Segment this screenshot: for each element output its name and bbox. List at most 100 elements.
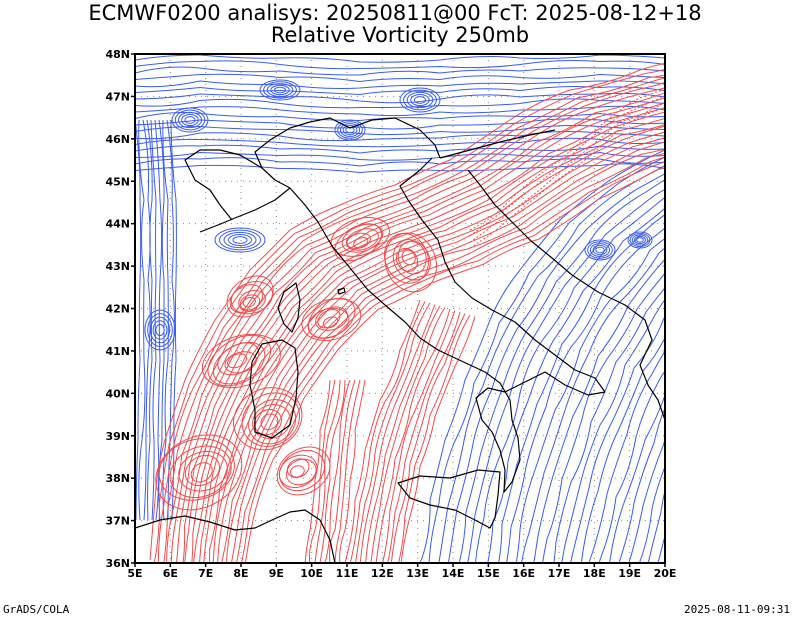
blue-west-contour [166, 119, 175, 521]
red-cell-contour [315, 306, 349, 331]
red-jet-contour [149, 62, 665, 561]
footer-timestamp: 2025-08-11-09:31 [684, 603, 790, 616]
red-dashed-contour [469, 89, 665, 231]
lon-label-14E: 14E [442, 567, 465, 580]
lon-label-19E: 19E [618, 567, 641, 580]
blue-west-contour [146, 119, 153, 521]
red-streak-contour [354, 302, 431, 563]
negative-vorticity-contours [135, 54, 665, 563]
blue-southeast-contour [497, 214, 665, 563]
red-cell-contour [286, 458, 310, 478]
lon-label-17E: 17E [548, 567, 571, 580]
red-streak-contour [365, 305, 441, 563]
lat-label-42N: 42N [105, 303, 130, 316]
red-cell-contour [260, 413, 279, 431]
blue-cell-contour [219, 229, 261, 251]
red-cell-contour [285, 458, 317, 486]
lon-label-8E: 8E [233, 567, 248, 580]
red-streak-contour [370, 307, 446, 563]
blue-north-contour [135, 86, 665, 96]
blue-west-contour [154, 119, 163, 521]
blue-cell-contour [147, 313, 173, 347]
red-cell-contour [226, 275, 274, 318]
lon-label-6E: 6E [163, 567, 178, 580]
red-cell-contour [401, 249, 416, 266]
lat-label-38N: 38N [105, 472, 130, 485]
positive-vorticity-contours [149, 62, 665, 563]
blue-cell-contour [144, 309, 176, 351]
red-jet-contour [236, 156, 665, 563]
lat-label-44N: 44N [105, 218, 130, 231]
blue-cell-contour [259, 79, 301, 101]
red-cell-contour [158, 438, 235, 501]
blue-cell-contour [633, 235, 647, 245]
lon-label-18E: 18E [583, 567, 606, 580]
red-cell-contour [155, 434, 243, 511]
blue-cell-contour [337, 121, 363, 139]
blue-cell-contour [592, 244, 608, 256]
blue-cell-contour [584, 239, 616, 261]
red-jet-contour [216, 137, 665, 563]
blue-southeast-contour [438, 164, 665, 563]
lon-label-11E: 11E [336, 567, 359, 580]
blue-north-contour [135, 54, 665, 63]
blue-cell-contour [177, 111, 203, 129]
blue-cell-contour [413, 96, 427, 104]
red-streak-contour [400, 316, 476, 563]
lat-label-36N: 36N [105, 557, 130, 570]
blue-cell-contour [339, 123, 361, 137]
red-cell-contour [345, 228, 379, 251]
blue-cell-contour [334, 119, 366, 141]
red-cell-contour [276, 446, 331, 496]
elba-island [337, 287, 346, 295]
red-streak-contour [304, 379, 331, 563]
lat-label-40N: 40N [105, 387, 130, 400]
red-cell-contour [317, 309, 341, 329]
blue-cell-contour [629, 232, 651, 248]
blue-cell-contour [270, 84, 290, 96]
blue-southeast-contour [638, 465, 665, 563]
red-cell-contour [184, 454, 220, 487]
red-cell-contour [224, 351, 257, 374]
red-streak-contour [398, 314, 471, 563]
red-jet-contour [170, 87, 665, 563]
red-cell-contour [230, 281, 274, 315]
blue-cell-contour [223, 231, 257, 249]
red-jet-contour [163, 77, 665, 563]
axis-ticks [131, 53, 666, 567]
lat-label-45N: 45N [105, 175, 130, 188]
blue-southeast-contour [474, 196, 665, 563]
blue-west-contour [142, 119, 151, 521]
longitude-labels: 5E 6E 7E 8E 9E 10E 11E 12E 13E 14E 15E 16E 17E 18E 19E… [127, 567, 676, 580]
red-streak-contour [349, 301, 426, 563]
blue-southeast-contour [541, 272, 665, 563]
red-cell-contour [353, 237, 369, 249]
red-cell-contour [290, 465, 305, 478]
red-jet-contour [221, 141, 665, 563]
lon-label-12E: 12E [371, 567, 394, 580]
blue-north-contour [135, 125, 665, 136]
blue-cell-contour [232, 236, 248, 244]
red-cell-contour [227, 353, 248, 369]
blue-cell-contour [149, 316, 171, 344]
blue-cell-contour [403, 89, 437, 111]
red-cell-contour [178, 450, 228, 492]
lat-label-48N: 48N [105, 48, 130, 61]
croatia-border [439, 129, 556, 159]
adriatic-east-coast [467, 169, 665, 421]
red-dashed-contour [469, 107, 665, 249]
blue-southeast-contour [447, 173, 665, 563]
blue-southeast-contour [506, 227, 665, 563]
blue-cell-contour [171, 107, 209, 133]
blue-north-contour [135, 163, 665, 174]
corsica [277, 282, 301, 333]
blue-cell-contour [228, 233, 252, 247]
france-italy-border [184, 149, 263, 221]
red-cell-contour [278, 454, 318, 489]
red-jet-contour [184, 102, 665, 563]
red-cell-contour [252, 404, 291, 439]
red-streak-contour [319, 379, 346, 563]
red-cell-contour [384, 232, 437, 293]
blue-west-contour [162, 119, 169, 521]
blue-west-contour [138, 119, 146, 521]
